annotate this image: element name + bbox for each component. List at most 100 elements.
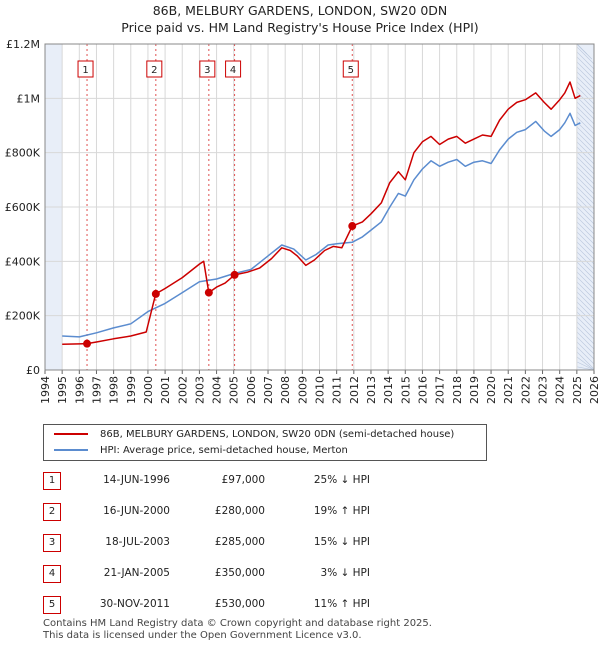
y-tick-label: £400K [5, 255, 41, 268]
hatch-line [576, 321, 595, 340]
footer-line-1: Contains HM Land Registry data © Crown c… [43, 618, 432, 629]
sale-number-badge: 4 [43, 565, 61, 583]
sale-date: 14-JUN-1996 [103, 474, 170, 486]
sale-number-badge: 3 [43, 534, 61, 552]
hatch-line [576, 141, 595, 160]
hatch-line [576, 126, 595, 145]
hatch-line [576, 281, 595, 300]
hatch-line [576, 66, 595, 85]
hatch-line [576, 296, 595, 315]
hatch-line [576, 176, 595, 195]
hatch-line [576, 196, 595, 215]
sale-hpi-comparison: 15% ↓ HPI [313, 536, 370, 548]
x-tick-label: 1994 [39, 376, 52, 404]
x-tick-label: 2006 [245, 376, 258, 404]
hatch-line [576, 166, 595, 185]
x-tick-label: 2001 [159, 376, 172, 404]
sale-hpi-comparison: 19% ↑ HPI [313, 505, 370, 517]
sale-point [204, 288, 213, 297]
hatch-line [576, 241, 595, 260]
hatch-line [576, 116, 595, 135]
sale-date: 18-JUL-2003 [105, 536, 170, 548]
x-tick-label: 1998 [108, 376, 121, 404]
hatch-line [576, 211, 595, 230]
x-tick-label: 2026 [588, 376, 600, 404]
sale-number-box [342, 60, 359, 78]
hpi-line [62, 112, 581, 338]
hatch-line [576, 231, 595, 250]
x-tick-label: 2005 [228, 376, 241, 404]
hatch-line [576, 181, 595, 200]
y-tick-label: £0 [26, 364, 40, 377]
hatch-line [576, 76, 595, 95]
hatch-line [576, 341, 595, 360]
x-tick-label: 2004 [211, 376, 224, 404]
hatch-line [576, 136, 595, 155]
y-tick-label: £200K [5, 310, 41, 323]
price-paid-line [62, 81, 581, 345]
sale-point [151, 289, 160, 298]
y-tick-label: £600K [5, 201, 41, 214]
x-tick-label: 2007 [262, 376, 275, 404]
plot-frame [44, 43, 595, 371]
table-row: 4 21-JAN-2005 £350,000 3% ↓ HPI [0, 565, 600, 585]
sale-number-box [199, 60, 216, 78]
hatch-line [576, 271, 595, 290]
x-tick-label: 2010 [314, 376, 327, 404]
legend-label-hpi: HPI: Average price, semi-detached house,… [100, 445, 348, 456]
hatch-line [576, 251, 595, 270]
sale-hpi-comparison: 3% ↓ HPI [320, 567, 370, 579]
hatch-line [576, 216, 595, 235]
title-line-2: Price paid vs. HM Land Registry's House … [121, 20, 479, 35]
x-tick-label: 2015 [399, 376, 412, 404]
x-tick-label: 2003 [193, 376, 206, 404]
x-tick-label: 2002 [176, 376, 189, 404]
hatch-line [576, 46, 595, 65]
hatch-line [576, 96, 595, 115]
x-tick-label: 2017 [434, 376, 447, 404]
sale-number-label: 4 [230, 65, 236, 76]
sale-price: £280,000 [214, 505, 265, 517]
y-tick-label: £800K [5, 147, 41, 160]
hatch-line [576, 286, 595, 305]
hatch-line [576, 111, 595, 130]
hatch-line [576, 61, 595, 80]
sale-price: £530,000 [214, 598, 265, 610]
sale-number-badge: 5 [43, 596, 61, 614]
sale-point [348, 222, 357, 231]
sale-date: 30-NOV-2011 [99, 598, 170, 610]
price-chart: £0 £200K £400K £600K £800K £1M £1.2M 1994 1995 19… [5, 38, 600, 404]
x-tick-label: 1996 [73, 376, 86, 404]
sale-number-box [225, 60, 242, 78]
hatch-line [576, 336, 595, 355]
legend-swatch-price [54, 433, 88, 435]
table-row: 5 30-NOV-2011 £530,000 11% ↑ HPI [0, 596, 600, 616]
hatch-line [576, 361, 595, 371]
hatch-line [576, 276, 595, 295]
sale-number-label: 5 [348, 65, 354, 76]
table-row: 2 16-JUN-2000 £280,000 19% ↑ HPI [0, 503, 600, 523]
sale-number-label: 3 [204, 65, 210, 76]
hatch-line [576, 266, 595, 285]
hatch-line [576, 236, 595, 255]
x-tick-label: 2014 [382, 376, 395, 404]
x-tick-label: 2024 [554, 376, 567, 404]
hatch-line [576, 326, 595, 345]
legend-item-hpi: HPI: Average price, semi-detached house,… [54, 443, 348, 459]
footer: Contains HM Land Registry data © Crown c… [43, 618, 432, 642]
y-tick-label: £1.2M [6, 38, 40, 51]
x-tick-label: 2021 [502, 376, 515, 404]
title-line-1: 86B, MELBURY GARDENS, LONDON, SW20 0DN [152, 3, 448, 18]
sale-number-box [77, 60, 94, 78]
sale-price: £97,000 [221, 474, 265, 486]
hatch-line [576, 91, 595, 110]
hatch-line [576, 43, 593, 60]
x-tick-label: 2013 [365, 376, 378, 404]
sale-price: £350,000 [214, 567, 265, 579]
x-tick-label: 2009 [296, 376, 309, 404]
hatch-line [576, 121, 595, 140]
hatch-line [576, 366, 595, 371]
hatch-line [576, 261, 595, 280]
sale-hpi-comparison: 25% ↓ HPI [313, 474, 370, 486]
footer-line-2: This data is licensed under the Open Gov… [43, 630, 362, 641]
